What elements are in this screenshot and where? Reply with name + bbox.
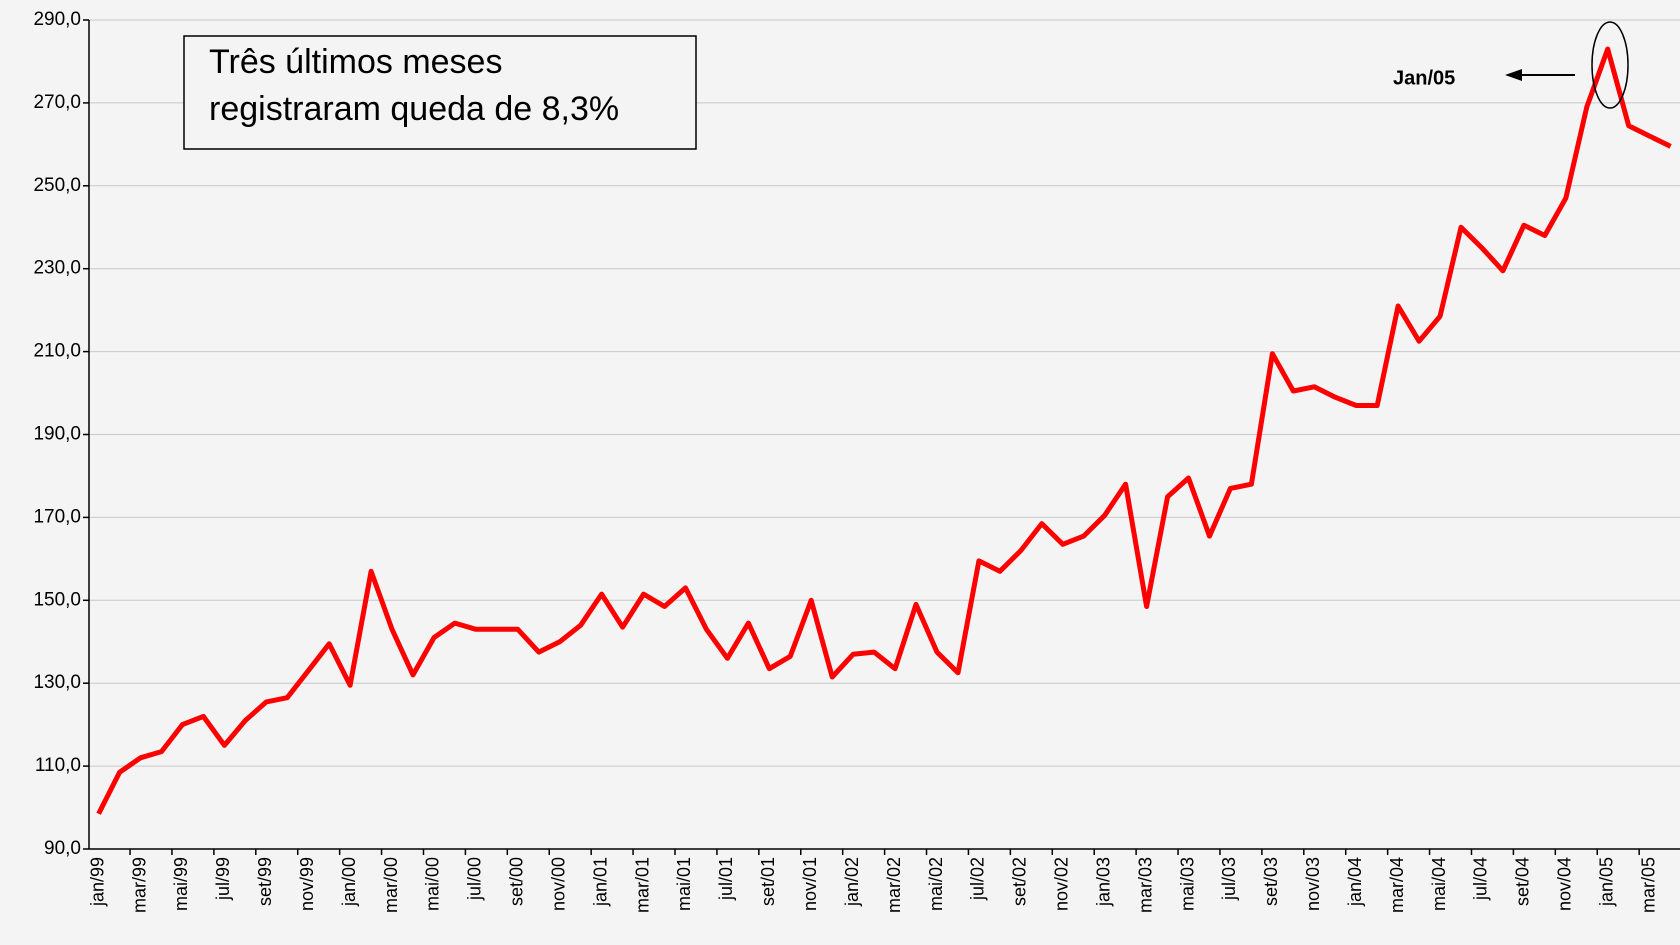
x-tick-label: jan/03 bbox=[1093, 857, 1113, 907]
x-tick-label: set/02 bbox=[1010, 857, 1030, 906]
x-tick-label: mar/02 bbox=[884, 857, 904, 913]
x-tick-label: jul/00 bbox=[465, 857, 485, 901]
x-tick-label: mai/99 bbox=[171, 857, 191, 911]
x-tick-label: set/01 bbox=[758, 857, 778, 906]
y-tick-label: 90,0 bbox=[44, 838, 81, 859]
callout-label: Jan/05 bbox=[1393, 67, 1455, 89]
callout-arrowhead bbox=[1505, 69, 1522, 81]
x-tick-label: jan/01 bbox=[590, 857, 610, 907]
x-tick-label: nov/01 bbox=[800, 857, 820, 911]
x-tick-label: nov/02 bbox=[1052, 857, 1072, 911]
grid: 90,0 110,0 130,0 150,0 170,0 190,0 210,0 230,0 2… bbox=[33, 9, 1680, 913]
x-tick-label: set/03 bbox=[1261, 857, 1281, 906]
x-tick-label: mar/01 bbox=[632, 857, 652, 913]
x-tick-label: jul/03 bbox=[1219, 857, 1239, 901]
x-tick-label: jan/99 bbox=[87, 857, 107, 907]
x-tick-label: nov/00 bbox=[548, 857, 568, 911]
x-tick-label: nov/04 bbox=[1555, 857, 1575, 911]
y-tick-label: 250,0 bbox=[33, 175, 81, 196]
x-tick-label: nov/03 bbox=[1303, 857, 1323, 911]
x-tick-label: mar/04 bbox=[1387, 857, 1407, 913]
y-tick-label: 190,0 bbox=[33, 424, 81, 445]
y-tick-label: 110,0 bbox=[35, 755, 81, 776]
x-tick-label: mar/05 bbox=[1638, 857, 1658, 913]
x-tick-label: set/00 bbox=[507, 857, 527, 906]
x-tick-label: jan/00 bbox=[339, 857, 359, 907]
x-tick-label: mai/00 bbox=[423, 857, 443, 911]
y-tick-label: 150,0 bbox=[33, 589, 81, 610]
x-tick-label: mar/03 bbox=[1135, 857, 1155, 913]
y-tick-label: 170,0 bbox=[33, 506, 81, 527]
x-tick-label: set/99 bbox=[255, 857, 275, 906]
x-tick-label: jul/02 bbox=[968, 857, 988, 901]
x-tick-label: mar/00 bbox=[381, 857, 401, 913]
x-tick-label: set/04 bbox=[1513, 857, 1533, 906]
x-tick-label: jan/05 bbox=[1596, 857, 1616, 907]
x-tick-label: jul/99 bbox=[213, 857, 233, 901]
y-tick-label: 290,0 bbox=[33, 9, 81, 30]
y-tick-label: 270,0 bbox=[33, 92, 81, 113]
x-tick-label: mai/02 bbox=[926, 857, 946, 911]
y-tick-label: 210,0 bbox=[33, 341, 81, 362]
annotation-line: registraram queda de 8,3% bbox=[209, 90, 619, 128]
callout-ellipse bbox=[1591, 21, 1629, 109]
x-tick-label: nov/99 bbox=[297, 857, 317, 911]
y-tick-label: 130,0 bbox=[33, 672, 81, 693]
plot bbox=[96, 46, 1672, 815]
x-tick-label: mai/03 bbox=[1177, 857, 1197, 911]
x-tick-label: mai/04 bbox=[1429, 857, 1449, 911]
x-tick-label: jan/04 bbox=[1345, 857, 1365, 907]
annotation-box bbox=[183, 35, 697, 150]
x-tick-label: jan/02 bbox=[842, 857, 862, 907]
line-series bbox=[96, 46, 1672, 815]
x-tick-label: jul/04 bbox=[1471, 857, 1491, 901]
x-tick-label: jul/01 bbox=[716, 857, 736, 901]
annotation-line: Três últimos meses bbox=[209, 43, 502, 81]
x-tick-label: mai/01 bbox=[674, 857, 694, 911]
x-tick-label: mar/99 bbox=[129, 857, 149, 913]
y-tick-label: 230,0 bbox=[33, 258, 81, 279]
